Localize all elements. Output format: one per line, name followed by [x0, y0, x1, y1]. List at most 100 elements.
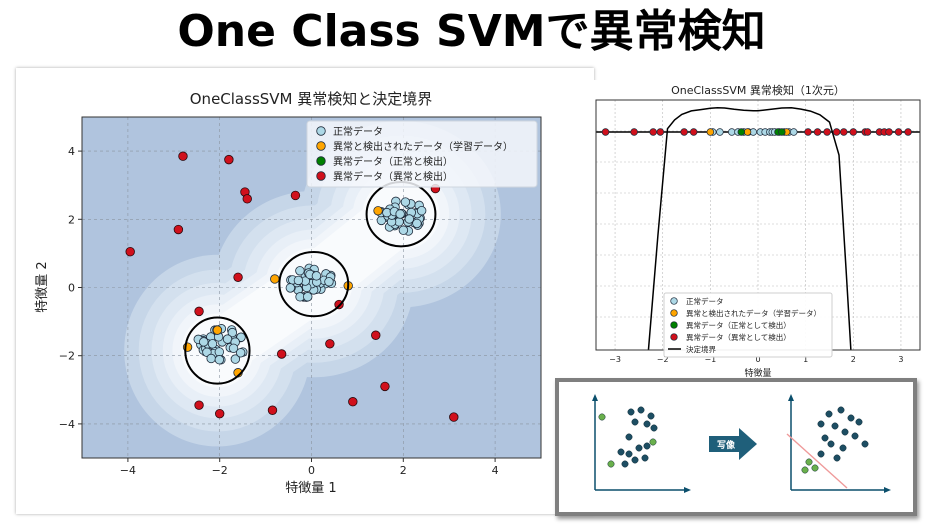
- oned-anomaly-detected-point: [823, 128, 831, 136]
- inset-normal-dot: [641, 454, 649, 462]
- inset-normal-dot: [847, 414, 855, 422]
- inset-outlier-dot: [649, 438, 657, 446]
- anomaly-detected-point: [267, 405, 278, 415]
- oned-legend-marker: [670, 333, 678, 341]
- inset-outlier-dot: [598, 413, 606, 421]
- anomaly-detected-point: [276, 349, 287, 359]
- main-chart-svg: OneClassSVM 異常検知と決定境界 −4 −4 −2 −2 0 0 2 2 4 4 特徴量…: [35, 90, 542, 496]
- main-chart-title: OneClassSVM 異常検知と決定境界: [190, 90, 433, 108]
- inset-normal-dot: [839, 444, 847, 452]
- oned-anomaly-detected-point: [885, 128, 893, 136]
- normal-point: [398, 225, 409, 235]
- x-tick-label: 0: [308, 464, 315, 477]
- anomaly-train-point: [212, 325, 223, 335]
- oned-x-tick-label: −2: [657, 355, 669, 364]
- oned-legend-label: 決定境界: [686, 344, 716, 354]
- oned-anomaly-detected-point: [680, 128, 688, 136]
- mapping-illustration: 写像: [555, 378, 917, 516]
- oned-anomaly-train-point: [706, 128, 715, 136]
- oned-legend-label: 異常データ（異常として検出）: [686, 332, 791, 342]
- oned-anomaly-train-point: [743, 128, 752, 136]
- inset-normal-dot: [643, 442, 651, 450]
- y-tick-label: −2: [59, 350, 75, 363]
- right-dots: [801, 406, 869, 474]
- normal-point: [207, 339, 218, 349]
- normal-point: [214, 347, 224, 357]
- data-points: [125, 151, 459, 422]
- x-tick-label: −4: [120, 464, 136, 477]
- mapping-arrow-label: 写像: [717, 439, 736, 451]
- normal-point: [227, 327, 238, 338]
- oned-anomaly-detected-point: [813, 128, 822, 136]
- x-tick-label: 4: [492, 464, 499, 477]
- inset-normal-dot: [831, 422, 839, 430]
- right-y-arrow-icon: [788, 394, 794, 401]
- inset-normal-dot: [855, 418, 863, 426]
- oned-legend-marker: [670, 321, 678, 329]
- normal-point: [395, 209, 405, 219]
- oned-legend-marker: [670, 309, 678, 317]
- anomaly-detected-point: [348, 397, 358, 407]
- inset-normal-dot: [617, 448, 625, 456]
- inset-normal-dot: [647, 412, 655, 420]
- anomaly-detected-point: [449, 412, 459, 422]
- legend-label: 正常データ: [333, 125, 383, 138]
- mapping-illustration-svg: 写像: [592, 394, 891, 493]
- normal-point: [311, 271, 322, 281]
- inset-normal-dot: [827, 440, 835, 448]
- legend-label: 異常データ（正常と検出）: [333, 155, 453, 168]
- oned-anomaly-detected-point: [840, 128, 848, 136]
- oned-anomaly-detected-point: [832, 128, 841, 136]
- anomaly-detected-point: [224, 154, 234, 165]
- inset-normal-dot: [643, 420, 651, 428]
- oned-anomaly-detected-point: [849, 128, 858, 136]
- legend-marker: [316, 171, 326, 181]
- oned-anomaly-detected-point: [863, 128, 872, 136]
- inset-outlier-dot: [805, 458, 813, 466]
- oned-normal-point: [789, 128, 798, 136]
- anomaly-detected-point: [173, 224, 184, 235]
- oned-legend-label: 異常データ（正常として検出）: [686, 320, 791, 330]
- decision-boundary-curve: [647, 107, 852, 350]
- anomaly-train-point: [270, 274, 280, 284]
- normal-point: [230, 354, 241, 364]
- oned-anomaly-detected-point: [689, 128, 698, 136]
- anomaly-detected-point: [194, 306, 204, 317]
- normal-point: [404, 214, 415, 224]
- oned-x-tick-label: 3: [898, 355, 903, 364]
- normal-point: [412, 218, 422, 229]
- y-axis-label: 特徴量 2: [35, 261, 50, 312]
- anomaly-detected-point: [233, 272, 243, 282]
- x-tick-label: −2: [212, 464, 228, 477]
- oned-legend-label: 正常データ: [686, 296, 724, 306]
- y-tick-label: 0: [68, 282, 75, 295]
- oned-anomaly-detected-point: [630, 128, 638, 136]
- inset-normal-dot: [821, 434, 829, 442]
- normal-point: [303, 292, 313, 302]
- y-tick-label: −4: [59, 418, 75, 431]
- anomaly-detected-point: [371, 330, 381, 340]
- inset-normal-dot: [833, 454, 841, 462]
- oned-chart-panel: OneClassSVM 異常検知（1次元） −3 −2 −1 0 1 2 3 特徴量 正常デ…: [588, 80, 928, 379]
- y-tick-label: 2: [68, 213, 75, 226]
- oned-anomaly-detected-point: [601, 128, 610, 136]
- anomaly-detected-point: [242, 194, 252, 204]
- inset-normal-dot: [625, 433, 633, 441]
- main-chart-panel: OneClassSVM 異常検知と決定境界 −4 −4 −2 −2 0 0 2 2 4 4 特徴量…: [16, 68, 594, 514]
- oned-x-tick-label: −1: [704, 355, 716, 364]
- normal-point: [214, 355, 225, 365]
- oned-anomaly-detected-point: [804, 128, 812, 136]
- normal-point: [416, 206, 427, 216]
- oned-normal-point: [728, 128, 736, 136]
- oned-chart-title: OneClassSVM 異常検知（1次元）: [671, 83, 845, 97]
- inset-normal-dot: [841, 428, 849, 436]
- legend-box: [306, 120, 538, 188]
- inset-normal-dot: [631, 456, 639, 464]
- oned-anomaly-normal-point: [737, 128, 746, 136]
- inset-normal-dot: [851, 432, 859, 440]
- oned-chart-svg: OneClassSVM 異常検知（1次元） −3 −2 −1 0 1 2 3 特徴量 正常デ…: [595, 83, 921, 379]
- anomaly-detected-point: [125, 246, 135, 257]
- left-y-arrow-icon: [592, 394, 598, 401]
- anomaly-detected-point: [194, 400, 204, 410]
